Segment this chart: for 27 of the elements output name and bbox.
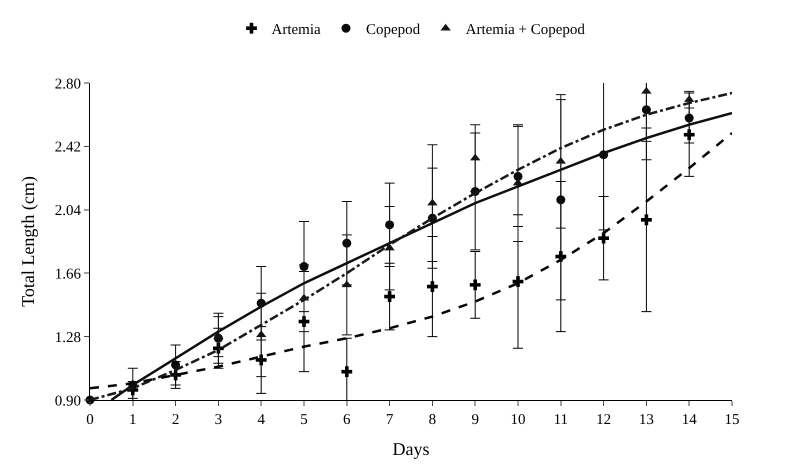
x-tick-label: 15: [724, 412, 740, 428]
y-tick-label: 2.42: [54, 140, 81, 156]
x-tick-label: 1: [129, 412, 137, 428]
x-tick-label: 5: [300, 412, 308, 428]
x-tick-label: 14: [682, 412, 698, 428]
x-tick-label: 10: [510, 412, 526, 428]
legend-label: Copepod: [366, 22, 421, 38]
y-tick-label: 1.66: [54, 266, 82, 282]
x-tick-label: 3: [214, 412, 222, 428]
y-tick-label: 2.80: [54, 76, 81, 92]
x-tick-label: 9: [471, 412, 479, 428]
legend-label: Artemia: [272, 22, 321, 38]
x-tick-label: 8: [428, 412, 436, 428]
x-tick-label: 6: [343, 412, 352, 428]
x-axis-title: Days: [392, 439, 430, 460]
x-tick-label: 4: [257, 412, 266, 428]
x-tick-label: 7: [386, 412, 394, 428]
y-tick-label: 0.90: [54, 393, 81, 410]
x-tick-label: 12: [596, 412, 612, 428]
y-tick-label: 1.28: [54, 330, 81, 346]
y-axis-title: Total Length (cm): [18, 176, 38, 307]
x-tick-label: 0: [86, 412, 94, 428]
x-tick-label: 13: [638, 412, 654, 428]
legend-label: Artemia + Copepod: [466, 22, 586, 38]
y-tick-label: 2.04: [54, 203, 82, 220]
x-tick-label: 2: [172, 412, 180, 428]
x-tick-label: 11: [554, 412, 568, 428]
